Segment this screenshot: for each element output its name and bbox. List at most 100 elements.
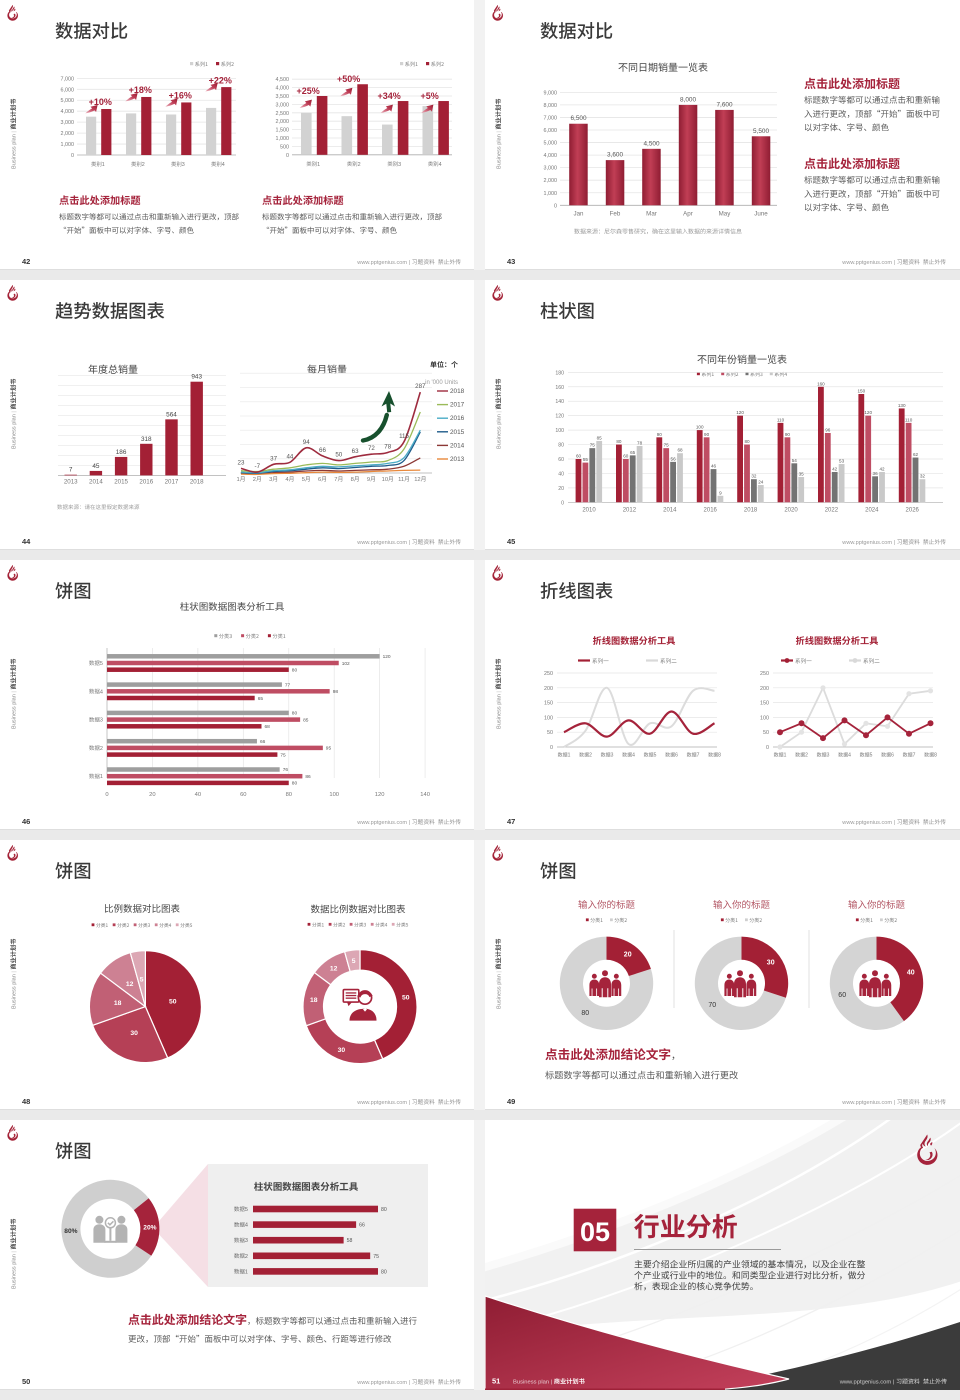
svg-text:115: 115 [399, 433, 409, 440]
svg-text:40: 40 [195, 792, 201, 798]
svg-text:2: 2 [358, 162, 361, 168]
svg-text:180: 180 [555, 370, 564, 376]
svg-text:150: 150 [544, 701, 553, 707]
svg-text:2016: 2016 [450, 415, 465, 422]
svg-text:www.pptgenius.com: www.pptgenius.com [841, 820, 892, 826]
svg-text:2014: 2014 [89, 479, 103, 486]
svg-text:2013: 2013 [64, 479, 78, 486]
svg-text:2014: 2014 [663, 507, 677, 513]
svg-text:94: 94 [303, 439, 310, 446]
svg-text:1: 1 [100, 774, 103, 780]
svg-text:5,500: 5,500 [753, 128, 769, 135]
svg-text:80: 80 [292, 668, 298, 674]
svg-text:53: 53 [839, 459, 845, 464]
svg-text:62: 62 [913, 452, 919, 457]
svg-text:|: | [497, 691, 503, 692]
svg-text:5: 5 [870, 753, 873, 759]
svg-text:4,000: 4,000 [61, 109, 75, 115]
svg-text:Business plan: Business plan [513, 1380, 549, 1386]
svg-text:37: 37 [270, 455, 277, 462]
svg-text:318: 318 [141, 436, 152, 443]
svg-text:3: 3 [182, 162, 185, 168]
svg-text:1,000: 1,000 [276, 136, 290, 142]
svg-text:3,000: 3,000 [544, 166, 558, 172]
svg-text:110: 110 [777, 417, 785, 422]
svg-text:50: 50 [335, 452, 342, 459]
svg-text:www.pptgenius.com: www.pptgenius.com [356, 260, 407, 266]
svg-text:200: 200 [544, 686, 553, 692]
svg-text:35: 35 [799, 472, 805, 477]
svg-text:75: 75 [280, 752, 286, 758]
svg-text:45: 45 [92, 463, 100, 470]
svg-text:68: 68 [677, 448, 683, 453]
svg-text:6,000: 6,000 [61, 87, 75, 93]
svg-text:47: 47 [507, 817, 515, 826]
svg-text:2,500: 2,500 [276, 111, 290, 117]
svg-text:86: 86 [305, 774, 311, 780]
svg-text:60: 60 [576, 454, 582, 459]
svg-text:18: 18 [114, 1000, 122, 1007]
svg-text:100: 100 [760, 715, 769, 721]
svg-text:30: 30 [130, 1030, 138, 1037]
svg-text:2014: 2014 [450, 442, 465, 449]
svg-text:June: June [754, 210, 768, 217]
svg-text:80: 80 [744, 439, 750, 444]
svg-text:8,000: 8,000 [680, 96, 696, 103]
svg-text:75: 75 [664, 443, 670, 448]
svg-text:7: 7 [69, 467, 73, 474]
svg-text:|: | [409, 1380, 410, 1386]
svg-text:|: | [497, 131, 503, 132]
svg-text:www.pptgenius.com: www.pptgenius.com [839, 1380, 892, 1386]
svg-text:|: | [409, 260, 410, 266]
svg-text:40: 40 [558, 471, 564, 477]
svg-text:7,000: 7,000 [61, 76, 75, 82]
svg-text:48: 48 [22, 1097, 30, 1106]
svg-text:200: 200 [760, 686, 769, 692]
svg-text:2015: 2015 [114, 479, 128, 486]
svg-text:2017: 2017 [165, 479, 179, 486]
svg-text:80: 80 [286, 792, 292, 798]
svg-text:30: 30 [767, 960, 775, 967]
svg-text:55: 55 [583, 457, 589, 462]
svg-text:Business plan: Business plan [497, 414, 503, 449]
svg-text:5: 5 [302, 477, 305, 483]
svg-text:7: 7 [913, 753, 916, 759]
svg-text:500: 500 [280, 144, 289, 150]
svg-text:250: 250 [760, 671, 769, 677]
svg-text:30: 30 [338, 1047, 346, 1054]
svg-text:44: 44 [286, 453, 293, 460]
svg-text:Business plan: Business plan [12, 134, 18, 169]
svg-text:3,000: 3,000 [61, 120, 75, 126]
svg-text:70: 70 [708, 1002, 716, 1009]
svg-text:www.pptgenius.com: www.pptgenius.com [356, 540, 407, 546]
svg-text:|: | [409, 540, 410, 546]
svg-text:www.pptgenius.com: www.pptgenius.com [356, 820, 407, 826]
svg-text:7,600: 7,600 [717, 101, 733, 108]
svg-text:6,500: 6,500 [571, 115, 587, 122]
svg-text:8,000: 8,000 [544, 103, 558, 109]
svg-text:7,000: 7,000 [544, 116, 558, 122]
svg-text:7: 7 [697, 753, 700, 759]
svg-text:4,500: 4,500 [276, 77, 290, 83]
svg-text:100: 100 [696, 425, 704, 430]
svg-text:8: 8 [934, 753, 937, 759]
svg-text:6: 6 [675, 753, 678, 759]
svg-text:42: 42 [832, 467, 838, 472]
svg-text:Business plan: Business plan [497, 974, 503, 1009]
svg-text:+22%: +22% [209, 75, 232, 85]
svg-text:120: 120 [736, 410, 744, 415]
svg-text:Business plan: Business plan [12, 414, 18, 449]
svg-text:12: 12 [126, 981, 134, 988]
svg-text:130: 130 [898, 403, 906, 408]
svg-text:66: 66 [319, 447, 326, 454]
svg-text:42: 42 [22, 257, 30, 266]
svg-text:2016: 2016 [139, 479, 153, 486]
svg-text:2017: 2017 [450, 402, 465, 409]
svg-text:1: 1 [237, 477, 240, 483]
svg-text:9,000: 9,000 [544, 90, 558, 96]
svg-text:Apr: Apr [683, 210, 693, 217]
svg-text:|: | [894, 260, 895, 266]
svg-text:60: 60 [838, 992, 846, 999]
svg-text:96: 96 [825, 428, 831, 433]
svg-text:0: 0 [561, 500, 564, 506]
